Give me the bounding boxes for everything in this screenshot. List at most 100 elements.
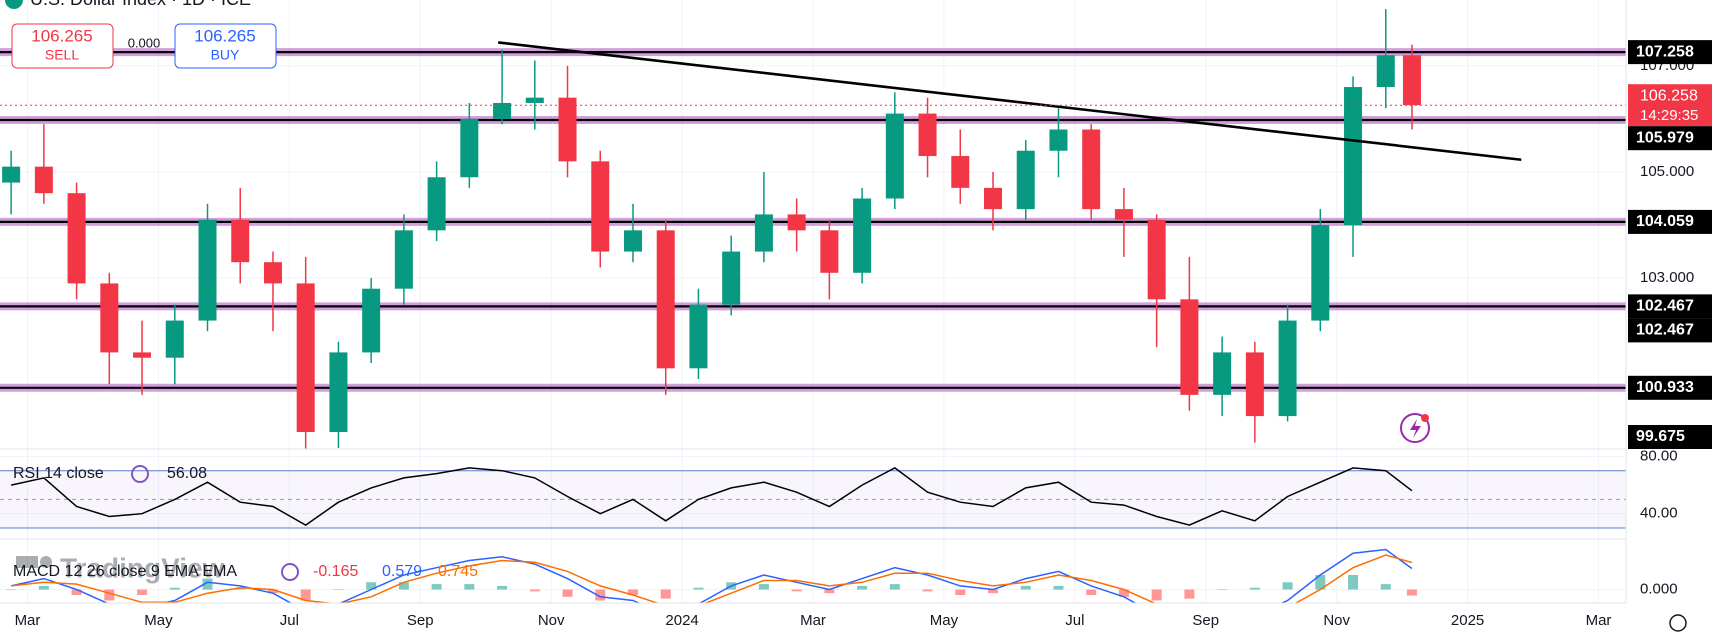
price-axis: 107.000105.000103.00080.0040.000.000107.… xyxy=(1625,0,1725,640)
watermark-logo xyxy=(16,556,38,568)
price-label-bg xyxy=(1628,126,1712,151)
x-tick-label: May xyxy=(144,612,173,629)
macd-histogram-value: -0.165 xyxy=(313,563,358,580)
candle-body xyxy=(133,352,152,358)
candle-body xyxy=(1311,225,1330,321)
candle-body xyxy=(34,166,53,194)
macd-histogram-bar xyxy=(300,589,311,601)
candle-body xyxy=(689,304,708,369)
price-label: 100.933 xyxy=(1636,379,1694,396)
candle-body xyxy=(2,166,21,183)
macd-histogram-bar xyxy=(1151,589,1162,601)
sell-button[interactable] xyxy=(11,23,114,69)
candle-body xyxy=(951,156,970,188)
alert-icon[interactable] xyxy=(1400,413,1430,443)
x-tick-label: Mar xyxy=(15,612,41,629)
macd-histogram-bar xyxy=(1380,584,1391,590)
macd-histogram-bar xyxy=(988,589,999,594)
price-label-bg xyxy=(1628,40,1712,65)
macd-histogram-bar xyxy=(464,584,475,590)
candle-body xyxy=(1147,219,1166,300)
candle-body xyxy=(885,113,904,199)
macd-histogram-bar xyxy=(1086,589,1097,595)
macd-histogram-bar xyxy=(660,589,671,599)
price-label: 107.258 xyxy=(1636,43,1694,60)
price-label-bg xyxy=(1628,425,1712,449)
price-label-bg xyxy=(1628,209,1712,234)
candle-body xyxy=(525,97,544,103)
candle-body xyxy=(460,118,479,178)
macd-histogram-bar xyxy=(333,589,344,591)
candle-body xyxy=(1180,299,1199,395)
macd-settings-icon[interactable] xyxy=(281,563,299,581)
y-tick-label: 0.000 xyxy=(1640,581,1678,598)
macd-histogram-bar xyxy=(431,584,442,590)
alert-dot xyxy=(1421,414,1429,422)
macd-histogram-bar xyxy=(1315,575,1326,590)
macd-histogram-bar xyxy=(1020,585,1031,590)
macd-histogram-bar xyxy=(1053,585,1064,590)
price-label-bg xyxy=(1628,294,1712,319)
candle-body xyxy=(100,283,119,353)
candle-body xyxy=(329,352,348,433)
x-tick-label: Mar xyxy=(800,612,826,629)
macd-histogram-bar xyxy=(562,589,573,597)
macd-histogram-bar xyxy=(955,589,966,595)
candle-body xyxy=(1082,129,1101,210)
macd-histogram-bar xyxy=(758,584,769,590)
x-tick-label: Jul xyxy=(1065,612,1084,629)
macd-histogram-bar xyxy=(627,589,638,595)
macd-histogram-bar xyxy=(857,585,868,590)
macd-value: 0.579 xyxy=(382,563,422,580)
price-label: 104.059 xyxy=(1636,213,1694,230)
macd-histogram-bar xyxy=(1348,575,1359,590)
x-tick-label: Mar xyxy=(1586,612,1612,629)
watermark: TradingView xyxy=(16,552,225,583)
macd-histogram-bar xyxy=(1249,587,1260,590)
sell-price: 106.265 xyxy=(31,26,92,45)
y-tick-label: 105.000 xyxy=(1640,163,1694,180)
candle-body xyxy=(656,230,675,369)
x-tick-label: 2025 xyxy=(1451,612,1484,629)
candle-body xyxy=(820,230,839,273)
y-tick-label: 103.000 xyxy=(1640,269,1694,286)
macd-signal-value: 0.745 xyxy=(438,563,478,580)
macd-histogram-bar xyxy=(529,589,540,592)
macd-histogram-bar xyxy=(38,585,49,590)
macd-histogram-bar xyxy=(6,589,17,591)
x-tick-label: Sep xyxy=(1192,612,1219,629)
price-label: 102.467 xyxy=(1636,322,1694,339)
price-label: 102.467 xyxy=(1636,298,1694,315)
rsi-title: RSI 14 close xyxy=(13,465,104,482)
candle-body xyxy=(787,214,806,231)
spread: 0.000 xyxy=(128,35,161,50)
buy-button[interactable] xyxy=(174,23,277,69)
macd-histogram-bar xyxy=(824,589,835,594)
countdown-label: 14:29:35 xyxy=(1640,107,1698,124)
macd-histogram-bar xyxy=(137,589,148,595)
macd-histogram-bar xyxy=(922,589,933,592)
x-tick-label: Sep xyxy=(407,612,434,629)
candle-body xyxy=(231,219,250,263)
macd-histogram-bar xyxy=(267,589,278,594)
x-tick-label: 2024 xyxy=(665,612,698,629)
price-label: 99.675 xyxy=(1636,428,1685,445)
candle-body xyxy=(754,214,773,252)
series-line xyxy=(11,554,1413,603)
macd-histogram-bar xyxy=(104,589,115,601)
candle-body xyxy=(427,177,446,231)
price-label-bg xyxy=(1628,375,1712,400)
settings-icon[interactable] xyxy=(1669,614,1687,632)
rsi-settings-icon[interactable] xyxy=(131,465,149,483)
candle-body xyxy=(591,161,610,252)
buy-price: 106.265 xyxy=(194,26,255,45)
candle-body xyxy=(1114,209,1133,220)
macd-histogram-bar xyxy=(1217,589,1228,591)
candle-body xyxy=(198,219,217,321)
macd-histogram-bar xyxy=(169,587,180,590)
candle-body xyxy=(722,251,741,305)
x-tick-label: Nov xyxy=(538,612,565,629)
macd-histogram-bar xyxy=(202,578,213,590)
